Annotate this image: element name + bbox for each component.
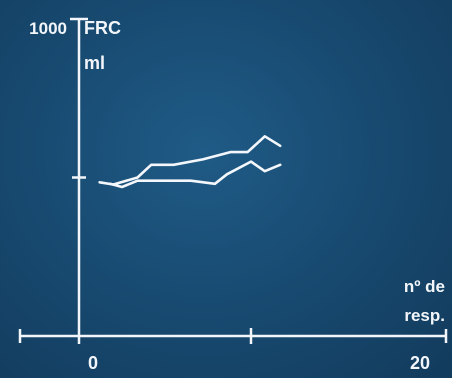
y-axis-label-frc: FRC <box>84 18 121 38</box>
series-line-1 <box>98 135 282 186</box>
axes <box>18 17 448 344</box>
series-layer <box>98 135 282 189</box>
y-axis-label-unit: ml <box>84 53 105 73</box>
series-line-2 <box>108 160 282 189</box>
x-axis-label-line1: nº de <box>404 277 445 296</box>
x-tick-label-20: 20 <box>410 353 430 373</box>
y-tick-label-1000: 1000 <box>29 19 67 38</box>
x-tick-label-0: 0 <box>88 353 98 373</box>
x-axis-label-line2: resp. <box>404 306 445 325</box>
